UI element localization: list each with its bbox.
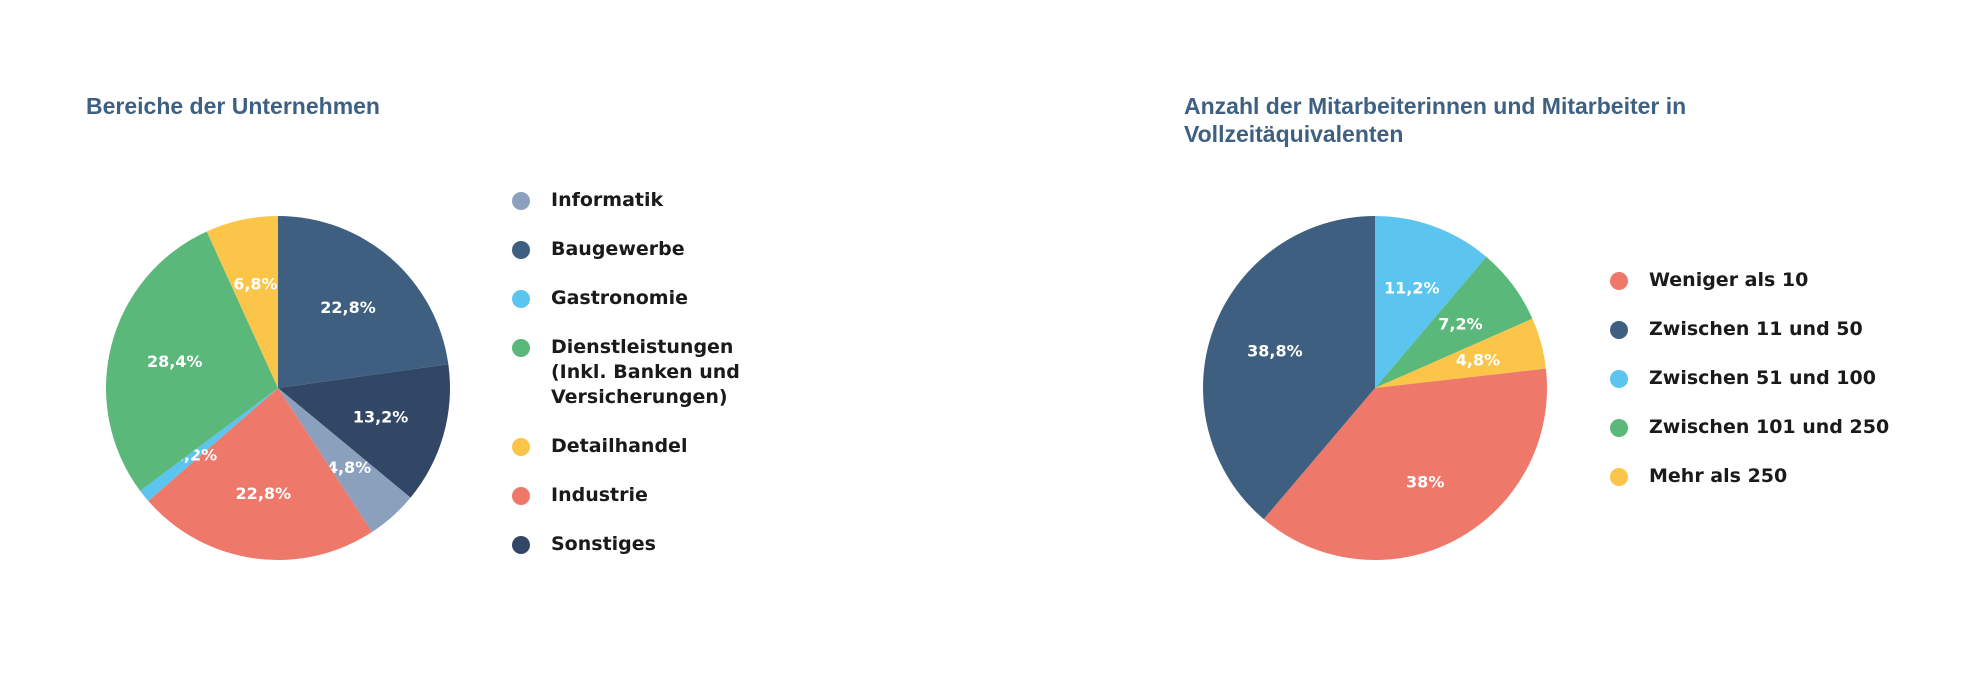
pie-slice-weniger-als-10 <box>1263 368 1547 560</box>
chart-title: Bereiche der Unternehmen <box>86 93 380 119</box>
legend-item-detailhandel: Detailhandel <box>512 434 741 459</box>
legend-swatch-icon <box>512 536 530 554</box>
pie-slice-informatik <box>278 388 411 533</box>
legend-item-weniger-als-10: Weniger als 10 <box>1610 268 1889 293</box>
legend-swatch-icon <box>512 192 530 210</box>
legend-item-gastronomie: Gastronomie <box>512 286 741 311</box>
pie-slice-sonstiges <box>278 364 450 498</box>
legend-swatch-icon <box>1610 370 1628 388</box>
data-label-baugewerbe: 22,8% <box>320 298 376 317</box>
data-label-weniger-als-10: 38% <box>1406 473 1444 492</box>
data-label-industrie: 22,8% <box>236 484 292 503</box>
pie-slice-zwischen-51-und-100 <box>1375 216 1487 388</box>
legend-label: Baugewerbe <box>551 238 685 260</box>
pie-slice-mehr-als-250 <box>1375 318 1546 388</box>
pie-slice-industrie <box>148 388 372 560</box>
legend-label: Detailhandel <box>551 435 688 457</box>
legend-label: Weniger als 10 <box>1649 269 1809 291</box>
pie-slice-zwischen-11-und-50 <box>1203 216 1375 520</box>
data-label-zwischen-101-und-250: 7,2% <box>1438 315 1482 334</box>
legend-item-dienstleistungen-inkl-banken-und-versicherungen: Dienstleistungen (Inkl. Banken und Versi… <box>512 335 741 410</box>
data-label-zwischen-11-und-50: 38,8% <box>1247 342 1303 361</box>
legend-swatch-icon <box>1610 468 1628 486</box>
chart-title: Anzahl der Mitarbeiterinnen und Mitarbei… <box>1184 93 1687 147</box>
chart-panel-employees: Anzahl der Mitarbeiterinnen und Mitarbei… <box>1100 0 1980 676</box>
legend-swatch-icon <box>1610 272 1628 290</box>
legend-swatch-icon <box>512 487 530 505</box>
data-label-informatik: 4,8% <box>327 458 371 477</box>
legend-label: Dienstleistungen (Inkl. Banken und Versi… <box>551 336 740 408</box>
legend-label: Mehr als 250 <box>1649 465 1788 487</box>
data-label-zwischen-51-und-100: 11,2% <box>1384 278 1440 297</box>
legend-item-zwischen-101-und-250: Zwischen 101 und 250 <box>1610 415 1889 440</box>
legend-item-zwischen-51-und-100: Zwischen 51 und 100 <box>1610 366 1889 391</box>
legend-swatch-icon <box>512 438 530 456</box>
legend-swatch-icon <box>512 290 530 308</box>
legend-label: Zwischen 51 und 100 <box>1649 367 1876 389</box>
legend-swatch-icon <box>512 241 530 259</box>
legend-employees: Weniger als 10 Zwischen 11 und 50 Zwischen… <box>1610 268 1889 513</box>
data-label-dienstleistungen-inkl-banken-und-versicherungen: 28,4% <box>147 352 203 371</box>
legend-label: Zwischen 101 und 250 <box>1649 416 1890 438</box>
pie-slice-detailhandel <box>206 216 278 388</box>
chart-panel-branches: Bereiche der Unternehmen 22,8% 13,2% 4,8% 2… <box>86 93 741 581</box>
legend-item-mehr-als-250: Mehr als 250 <box>1610 464 1889 489</box>
data-label-sonstiges: 13,2% <box>353 408 409 427</box>
legend-swatch-icon <box>1610 419 1628 437</box>
legend-label: Gastronomie <box>551 287 689 309</box>
legend-branches: Informatik Baugewerbe Gastronomie Dienstlei… <box>512 188 741 581</box>
legend-swatch-icon <box>512 339 530 357</box>
legend-label: Sonstiges <box>551 533 656 555</box>
pie-chart-employees: 11,2% 7,2% 4,8% 38% 38,8% <box>1203 216 1547 560</box>
pie-slice-gastronomie <box>140 388 278 501</box>
data-label-detailhandel: 6,8% <box>233 274 277 293</box>
legend-item-baugewerbe: Baugewerbe <box>512 237 741 262</box>
legend-item-informatik: Informatik <box>512 188 741 213</box>
legend-label: Informatik <box>551 189 664 211</box>
pie-slice-dienstleistungen-inkl-banken-und-versicherungen <box>106 231 278 491</box>
legend-swatch-icon <box>1610 321 1628 339</box>
pie-slice-baugewerbe <box>278 216 449 388</box>
legend-item-sonstiges: Sonstiges <box>512 532 741 557</box>
legend-label: Zwischen 11 und 50 <box>1649 318 1863 340</box>
legend-label: Industrie <box>551 484 648 506</box>
legend-item-industrie: Industrie <box>512 483 741 508</box>
data-label-mehr-als-250: 4,8% <box>1456 351 1500 370</box>
legend-item-zwischen-11-und-50: Zwischen 11 und 50 <box>1610 317 1889 342</box>
pie-chart-branches: 22,8%13,2%4,8%22,8%1,2%28,4%6,8% <box>106 216 450 560</box>
pie-slice-zwischen-101-und-250 <box>1375 256 1533 388</box>
